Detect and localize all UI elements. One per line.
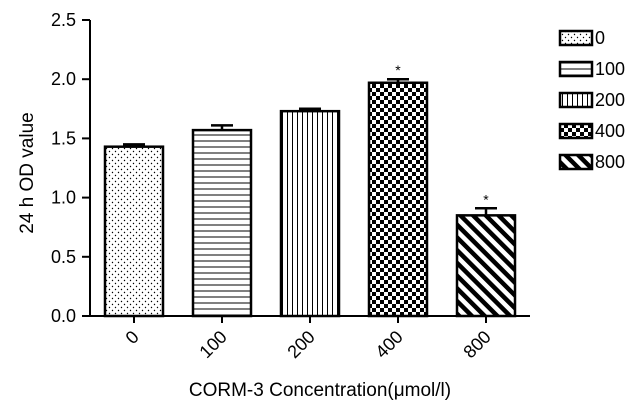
- y-tick-label: 1.0: [51, 188, 76, 208]
- significance-marker: *: [483, 191, 489, 207]
- y-tick-label: 2.5: [51, 10, 76, 30]
- x-tick-label: 800: [459, 327, 494, 362]
- legend-label: 0: [595, 28, 605, 48]
- y-axis-label: 24 h OD value: [17, 112, 38, 233]
- bar-0: [103, 145, 165, 318]
- legend-swatch-400: [558, 122, 594, 140]
- legend-swatch-200: [558, 91, 594, 109]
- legend-label: 200: [595, 90, 625, 110]
- x-tick-label: 100: [195, 327, 230, 362]
- x-tick-label: 0: [122, 327, 143, 348]
- y-tick-label: 0.0: [51, 306, 76, 326]
- bar-100: [191, 128, 253, 318]
- legend-swatch-800: [558, 153, 594, 171]
- y-tick-label: 2.0: [51, 69, 76, 89]
- legend-swatch-0: [558, 29, 594, 47]
- y-tick-label: 1.5: [51, 128, 76, 148]
- legend-label: 400: [595, 121, 625, 141]
- x-tick-label: 200: [283, 327, 318, 362]
- bar-200: [279, 109, 341, 318]
- significance-marker: *: [395, 62, 401, 78]
- legend-label: 100: [595, 59, 625, 79]
- y-tick-label: 0.5: [51, 247, 76, 267]
- legend-label: 800: [595, 152, 625, 172]
- bar-800: [455, 214, 517, 318]
- bar-400: [367, 81, 429, 318]
- legend-swatch-100: [558, 60, 594, 78]
- x-axis-label: CORM-3 Concentration(μmol/l): [189, 380, 451, 401]
- x-tick-label: 400: [371, 327, 406, 362]
